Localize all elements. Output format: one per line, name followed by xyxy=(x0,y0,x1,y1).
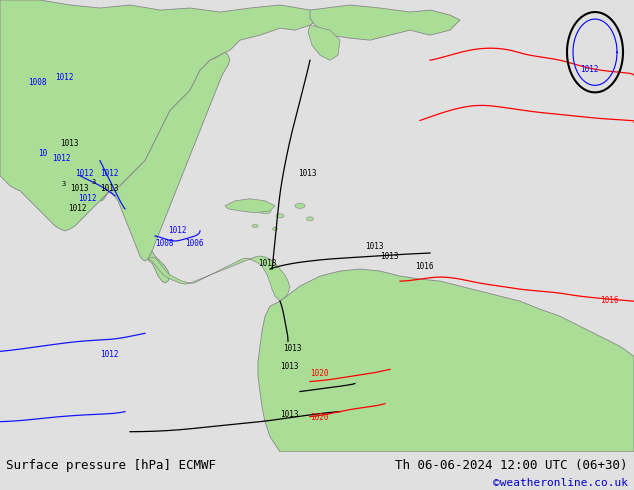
Polygon shape xyxy=(100,52,230,261)
Ellipse shape xyxy=(259,208,271,214)
Ellipse shape xyxy=(252,224,258,227)
Text: 1012: 1012 xyxy=(68,204,86,213)
Text: 1012: 1012 xyxy=(52,154,70,163)
Text: 1016: 1016 xyxy=(415,262,434,271)
Text: Surface pressure [hPa] ECMWF: Surface pressure [hPa] ECMWF xyxy=(6,459,216,472)
Text: 1013: 1013 xyxy=(280,410,299,418)
Polygon shape xyxy=(310,5,460,40)
Polygon shape xyxy=(148,251,170,283)
Ellipse shape xyxy=(295,203,305,208)
Text: 1013: 1013 xyxy=(283,344,302,353)
Text: 1012: 1012 xyxy=(100,169,119,178)
Text: 1013: 1013 xyxy=(280,363,299,371)
Polygon shape xyxy=(258,269,634,452)
Polygon shape xyxy=(225,199,275,213)
Text: 1016: 1016 xyxy=(600,296,619,305)
Text: 1012: 1012 xyxy=(78,194,96,203)
Text: 1013: 1013 xyxy=(70,184,89,193)
Text: 1012: 1012 xyxy=(100,350,119,359)
Text: ©weatheronline.co.uk: ©weatheronline.co.uk xyxy=(493,478,628,488)
Text: Th 06-06-2024 12:00 UTC (06+30): Th 06-06-2024 12:00 UTC (06+30) xyxy=(395,459,628,472)
Text: 1013: 1013 xyxy=(380,252,399,261)
Polygon shape xyxy=(308,25,340,60)
Text: 1020: 1020 xyxy=(310,369,328,378)
Text: 1013: 1013 xyxy=(258,259,276,268)
Text: 1012: 1012 xyxy=(55,74,74,82)
Text: 1013: 1013 xyxy=(298,169,316,178)
Text: 1013: 1013 xyxy=(365,242,384,251)
Text: 1008: 1008 xyxy=(155,239,174,248)
Polygon shape xyxy=(148,256,290,301)
Ellipse shape xyxy=(276,214,284,218)
Text: 1013: 1013 xyxy=(60,139,79,147)
Text: 1012: 1012 xyxy=(168,226,186,235)
Text: 3: 3 xyxy=(62,181,66,187)
Text: 1012: 1012 xyxy=(580,65,598,74)
Text: 1006: 1006 xyxy=(185,239,204,248)
Text: 1013: 1013 xyxy=(100,184,119,193)
Text: 1012: 1012 xyxy=(75,169,93,178)
Text: 1020: 1020 xyxy=(310,413,328,422)
Text: 1008: 1008 xyxy=(28,78,46,87)
Text: 3: 3 xyxy=(92,179,96,185)
Text: 10: 10 xyxy=(38,148,48,158)
Polygon shape xyxy=(0,0,320,231)
Ellipse shape xyxy=(306,217,313,221)
Ellipse shape xyxy=(273,227,278,230)
